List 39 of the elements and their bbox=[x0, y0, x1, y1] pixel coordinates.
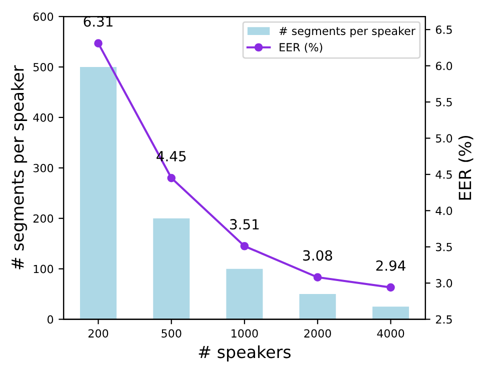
y-axis-title: # segments per speaker bbox=[10, 65, 28, 270]
data-label: 2.94 bbox=[376, 260, 406, 271]
y2-tick-label: 2.5 bbox=[436, 315, 452, 324]
y2-tick-label: 4.0 bbox=[436, 206, 452, 216]
y-tick-label: 100 bbox=[34, 264, 54, 274]
legend-label: # segments per speaker bbox=[279, 26, 416, 38]
point bbox=[94, 39, 102, 48]
bar bbox=[80, 66, 117, 320]
bar bbox=[299, 294, 336, 320]
y2-tick-label: 5.0 bbox=[436, 134, 452, 143]
x-axis-title: # speakers bbox=[198, 345, 291, 362]
y-tick-label: 500 bbox=[33, 62, 54, 72]
y2-tick-label: 3.0 bbox=[436, 279, 452, 288]
data-label: 3.51 bbox=[230, 219, 259, 230]
y-tick-label: 200 bbox=[33, 214, 54, 223]
x-tick-label: 2000 bbox=[304, 329, 332, 338]
point bbox=[167, 174, 176, 182]
point bbox=[313, 273, 322, 282]
x-tick-label: 500 bbox=[162, 329, 182, 338]
y2-tick-label: 3.5 bbox=[436, 242, 452, 252]
data-label: 3.08 bbox=[303, 250, 332, 261]
point bbox=[240, 242, 249, 250]
x-tick-label: 4000 bbox=[377, 329, 404, 338]
y2-tick-label: 6.5 bbox=[436, 26, 452, 34]
legend-label: EER (%) bbox=[280, 42, 322, 53]
y2-tick-label: 6.0 bbox=[436, 62, 452, 70]
y2-tick-label: 4.5 bbox=[436, 170, 452, 179]
bar bbox=[372, 306, 409, 320]
x-tick-label: 200 bbox=[88, 329, 108, 338]
y-tick-label: 400 bbox=[33, 113, 54, 122]
y-tick-label: 600 bbox=[33, 12, 54, 21]
y-tick-label: 300 bbox=[33, 164, 54, 172]
point bbox=[386, 283, 395, 292]
x-tick-label: 1000 bbox=[232, 329, 258, 338]
y2-axis-title: EER (%) bbox=[458, 136, 474, 200]
y2-tick-label: 5.5 bbox=[436, 98, 452, 106]
bar bbox=[226, 268, 263, 320]
y-tick-label: 0 bbox=[48, 315, 54, 324]
bar bbox=[153, 218, 190, 320]
